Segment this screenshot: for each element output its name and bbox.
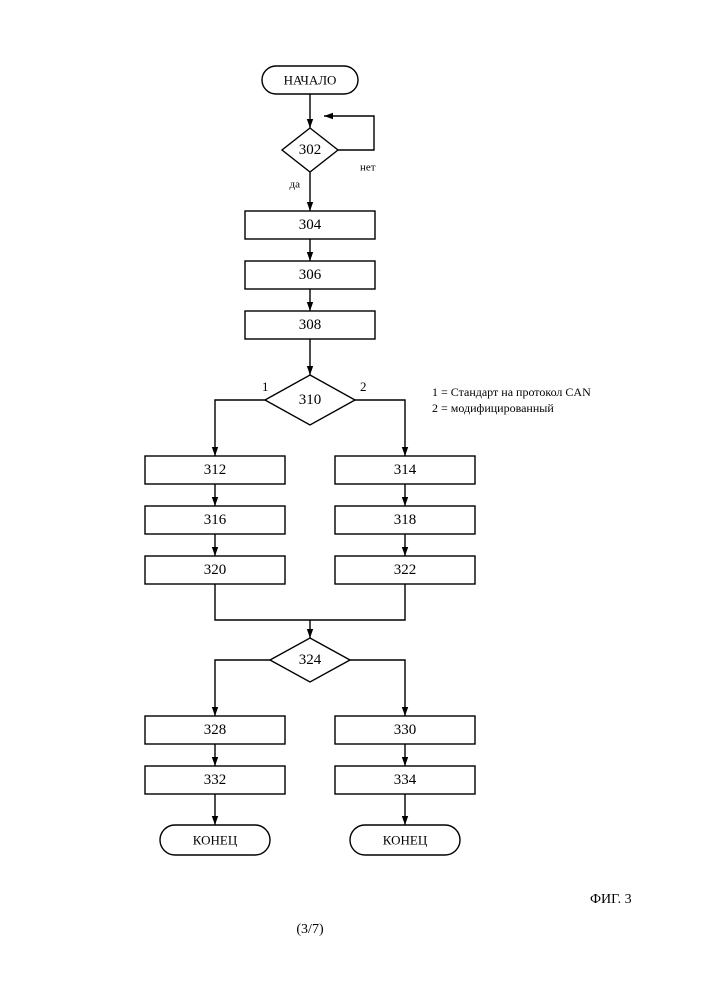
node-b318: 318 xyxy=(335,506,475,534)
node-label: 306 xyxy=(299,267,322,283)
node-label: НАЧАЛО xyxy=(284,73,337,88)
edge xyxy=(215,400,265,456)
arrow-head xyxy=(212,547,218,556)
edge xyxy=(350,660,405,716)
node-label: 312 xyxy=(204,462,227,478)
arrow-head xyxy=(307,202,313,211)
figure-caption: ФИГ. 3 xyxy=(590,892,632,907)
arrow-head xyxy=(307,366,313,375)
node-label: 328 xyxy=(204,722,227,738)
arrow-head xyxy=(402,707,408,716)
arrow-head xyxy=(212,816,218,825)
edge-label: 1 xyxy=(262,379,269,394)
node-label: 318 xyxy=(394,512,417,528)
node-b314: 314 xyxy=(335,456,475,484)
legend-line-0: 1 = Стандарт на протокол CAN xyxy=(432,385,591,399)
node-b330: 330 xyxy=(335,716,475,744)
node-b316: 316 xyxy=(145,506,285,534)
arrow-head xyxy=(402,547,408,556)
edge xyxy=(355,400,405,456)
node-label: 314 xyxy=(394,462,417,478)
arrow-head xyxy=(402,757,408,766)
arrow-head xyxy=(402,447,408,456)
node-b334: 334 xyxy=(335,766,475,794)
node-label: 320 xyxy=(204,562,227,578)
node-b306: 306 xyxy=(245,261,375,289)
edge-label: 2 xyxy=(360,379,367,394)
arrow-head xyxy=(212,757,218,766)
node-end1: КОНЕЦ xyxy=(160,825,270,855)
node-d302: 302 xyxy=(282,128,338,172)
arrow-head xyxy=(324,113,333,119)
arrow-head xyxy=(212,707,218,716)
node-label: КОНЕЦ xyxy=(383,833,428,848)
node-label: 308 xyxy=(299,317,322,333)
arrow-head xyxy=(212,497,218,506)
node-label: 302 xyxy=(299,142,322,158)
node-b304: 304 xyxy=(245,211,375,239)
node-b332: 332 xyxy=(145,766,285,794)
edge xyxy=(310,584,405,620)
page-caption: (3/7) xyxy=(296,922,324,937)
node-start: НАЧАЛО xyxy=(262,66,358,94)
node-b328: 328 xyxy=(145,716,285,744)
node-d324: 324 xyxy=(270,638,350,682)
node-label: 332 xyxy=(204,772,227,788)
node-b320: 320 xyxy=(145,556,285,584)
node-label: 324 xyxy=(299,652,322,668)
node-b322: 322 xyxy=(335,556,475,584)
edge-label: да xyxy=(290,179,301,191)
arrow-head xyxy=(307,629,313,638)
node-label: 334 xyxy=(394,772,417,788)
edge xyxy=(215,660,270,716)
arrow-head xyxy=(212,447,218,456)
edge-label: нет xyxy=(360,162,376,174)
arrow-head xyxy=(307,119,313,128)
node-label: 316 xyxy=(204,512,227,528)
arrow-head xyxy=(402,497,408,506)
node-label: 304 xyxy=(299,217,322,233)
node-label: 322 xyxy=(394,562,417,578)
node-end2: КОНЕЦ xyxy=(350,825,460,855)
node-label: КОНЕЦ xyxy=(193,833,238,848)
node-label: 330 xyxy=(394,722,417,738)
node-d310: 310 xyxy=(265,375,355,425)
legend-line-1: 2 = модифицированный xyxy=(432,401,554,415)
arrow-head xyxy=(307,252,313,261)
arrow-head xyxy=(402,816,408,825)
edge xyxy=(215,584,310,620)
node-b312: 312 xyxy=(145,456,285,484)
node-b308: 308 xyxy=(245,311,375,339)
node-label: 310 xyxy=(299,392,322,408)
arrow-head xyxy=(307,302,313,311)
